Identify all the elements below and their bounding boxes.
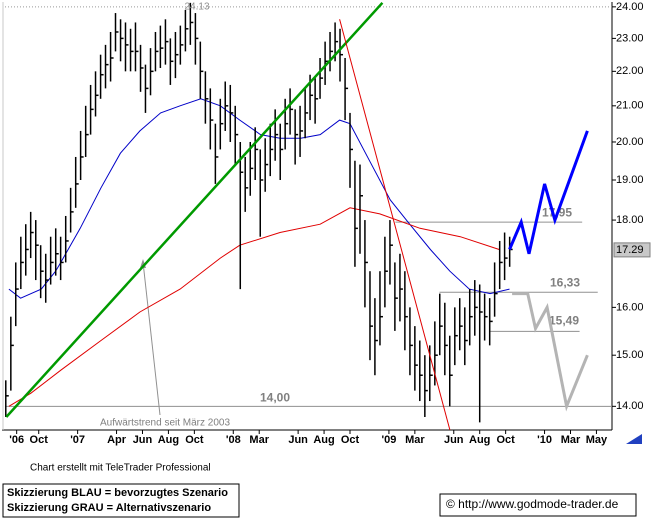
- trend-line: [512, 292, 589, 412]
- x-tick-label: '07: [70, 434, 85, 446]
- legend-line: Skizzierung GRAU = Alternativszenario: [7, 502, 211, 514]
- y-tick-label: 14.00: [616, 400, 644, 412]
- credit: Chart erstellt mit TeleTrader Profession…: [30, 463, 211, 474]
- annotation: Aufwärtstrend seit März 2003: [100, 418, 230, 429]
- copyright: © http://www.godmode-trader.de: [446, 497, 619, 511]
- x-tick-label: Oct: [185, 434, 204, 446]
- y-tick-label: 16.00: [616, 301, 644, 313]
- copyright-box: [439, 493, 637, 517]
- level-label: 16,33: [550, 275, 580, 289]
- x-tick-label: '09: [381, 434, 396, 446]
- level-label: 15,49: [549, 314, 579, 328]
- y-tick-label: 23.00: [616, 32, 644, 44]
- x-tick-label: Aug: [313, 434, 334, 446]
- y-tick-label: 24.00: [616, 1, 644, 13]
- x-tick-label: Oct: [30, 434, 49, 446]
- legend-line: Skizzierung BLAU = bevorzugtes Szenario: [7, 487, 228, 499]
- moving-average: [8, 98, 510, 299]
- x-tick-label: Aug: [158, 434, 179, 446]
- y-tick-label: 21.00: [616, 100, 644, 112]
- x-tick-label: Oct: [496, 434, 515, 446]
- x-tick-label: Jun: [133, 434, 153, 446]
- level-label: 14,00: [260, 391, 290, 405]
- scale-icon: [626, 434, 642, 444]
- x-tick-label: '10: [537, 434, 552, 446]
- x-tick-label: Mar: [249, 434, 269, 446]
- y-tick-label: 15.00: [616, 349, 644, 361]
- x-tick-label: Oct: [341, 434, 360, 446]
- last-price-label: 17.29: [616, 244, 644, 256]
- x-tick-label: Aug: [469, 434, 490, 446]
- legend-box: [2, 483, 240, 518]
- x-tick-label: Apr: [107, 434, 127, 446]
- y-tick-label: 22.00: [616, 65, 644, 77]
- y-tick-label: 19.00: [616, 174, 644, 186]
- last-price-box: [613, 242, 651, 258]
- x-tick-label: Mar: [561, 434, 581, 446]
- x-tick-label: '06: [9, 434, 24, 446]
- x-tick-label: Mar: [405, 434, 425, 446]
- x-tick-label: May: [586, 434, 608, 446]
- x-tick-label: Jun: [288, 434, 308, 446]
- y-tick-label: 18.00: [616, 214, 644, 226]
- annotation-arrow: [142, 261, 161, 416]
- trend-line: [508, 130, 589, 255]
- x-tick-label: Jun: [444, 434, 464, 446]
- trend-line: [339, 19, 451, 431]
- y-tick-label: 20.00: [616, 136, 644, 148]
- peak-label: 24.13: [184, 1, 209, 12]
- x-tick-label: '08: [226, 434, 241, 446]
- trend-line: [5, 1, 384, 418]
